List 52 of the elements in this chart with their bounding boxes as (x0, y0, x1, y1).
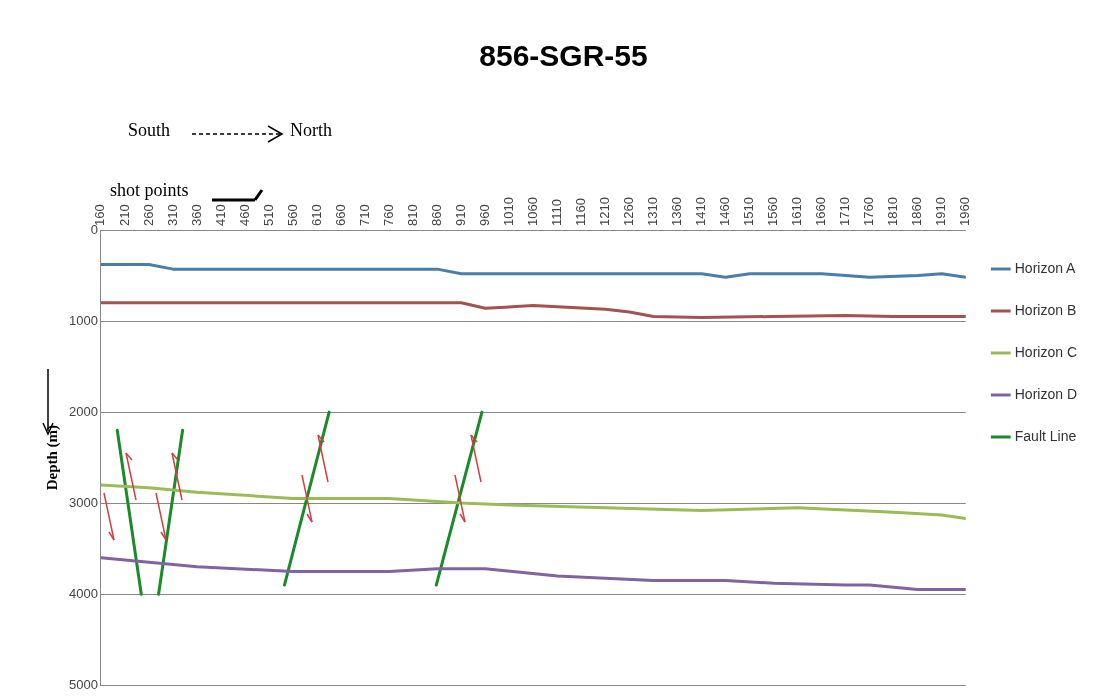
text: shot points (110, 180, 189, 201)
legend-label: Horizon C (1014, 343, 1078, 360)
x-tick-label: 1160 (572, 198, 588, 226)
legend-label: Horizon D (1014, 385, 1078, 402)
y-axis-title: Depth (m) (43, 424, 61, 491)
x-tick-label: 160 (92, 204, 108, 226)
x-tick-label: 1210 (596, 197, 612, 226)
x-tick-label: 1860 (909, 197, 925, 226)
y-tick-label: 4000 (69, 585, 98, 601)
x-tick-label: 760 (380, 204, 396, 226)
x-tick-label: 210 (116, 204, 132, 226)
legend-label: Fault Line (1014, 427, 1077, 444)
x-tick-label: 1460 (717, 197, 733, 226)
y-tick-label: 2000 (69, 403, 98, 419)
x-tick-label: 510 (260, 204, 276, 226)
x-tick-label: 1810 (885, 197, 901, 226)
x-tick-label: 560 (284, 204, 300, 226)
legend-label: Horizon B (1014, 301, 1077, 318)
x-tick-label: 810 (404, 204, 420, 226)
text: North (290, 120, 332, 141)
x-tick-label: 1010 (500, 197, 516, 226)
x-tick-label: 660 (332, 204, 348, 226)
y-tick-label: 1000 (69, 312, 98, 328)
x-tick-label: 460 (236, 204, 252, 226)
x-tick-label: 710 (356, 204, 372, 226)
x-tick-label: 1710 (837, 197, 853, 226)
chart-title: 856-SGR-55 (479, 39, 648, 73)
x-tick-label: 260 (140, 204, 156, 226)
x-tick-label: 360 (188, 204, 204, 226)
legend-label: Horizon A (1014, 259, 1077, 276)
x-tick-label: 1410 (693, 197, 709, 226)
x-tick-label: 1260 (621, 197, 637, 226)
x-tick-label: 410 (212, 204, 228, 226)
x-tick-label: 1510 (741, 197, 757, 226)
text: South (128, 120, 171, 141)
x-tick-label: 1110 (548, 199, 564, 226)
x-tick-label: 1760 (861, 197, 877, 226)
x-tick-label: 1960 (957, 197, 973, 226)
x-tick-label: 1660 (813, 197, 829, 226)
x-tick-label: 1360 (669, 197, 685, 226)
y-tick-label: 3000 (69, 494, 98, 510)
x-tick-label: 960 (476, 204, 492, 226)
y-tick-label: 5000 (69, 676, 98, 692)
x-tick-label: 910 (452, 204, 468, 226)
x-tick-label: 860 (428, 204, 444, 226)
x-tick-label: 610 (308, 204, 324, 226)
x-tick-label: 1560 (765, 197, 781, 226)
x-tick-label: 1610 (789, 197, 805, 226)
x-tick-label: 1910 (933, 197, 949, 226)
x-tick-label: 310 (164, 204, 180, 226)
x-tick-label: 1060 (524, 197, 540, 226)
x-tick-label: 1310 (645, 197, 661, 226)
